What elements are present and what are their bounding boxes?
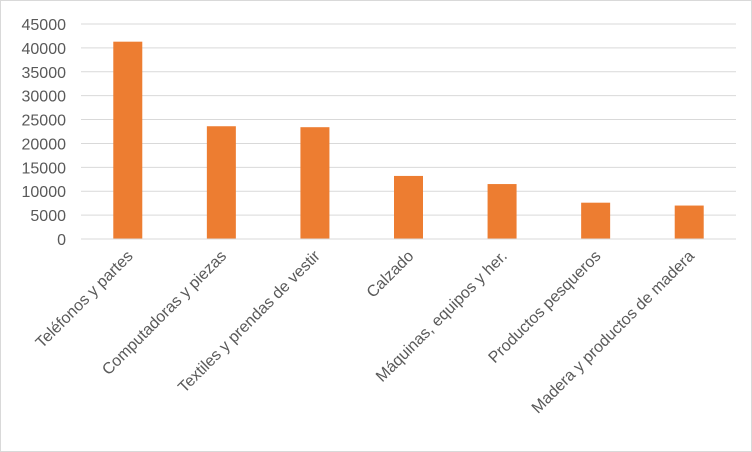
gridlines (81, 23, 736, 216)
y-tick-label: 10000 (22, 184, 67, 201)
y-tick-label: 20000 (22, 136, 67, 153)
x-category-label: Teléfonos y partes (33, 248, 137, 352)
bar (113, 41, 143, 239)
x-category-label: Madera y productos de madera (529, 248, 698, 417)
y-axis-ticks: 0 5000 10000 15000 20000 25000 30000 35000 40000… (22, 17, 67, 249)
bar (487, 184, 517, 239)
bar (581, 202, 611, 239)
y-tick-label: 40000 (22, 41, 67, 58)
y-tick-label: 25000 (22, 113, 67, 130)
y-tick-label: 35000 (22, 65, 67, 82)
y-tick-label: 30000 (22, 89, 67, 106)
bar (394, 175, 423, 239)
bar (206, 126, 236, 239)
bar (674, 205, 704, 239)
y-tick-label: 0 (57, 232, 66, 249)
y-tick-label: 5000 (30, 208, 66, 225)
x-category-label: Calzado (364, 248, 418, 302)
y-tick-label: 45000 (22, 17, 67, 34)
bars (113, 41, 704, 239)
y-tick-label: 15000 (22, 160, 67, 177)
bar (300, 127, 330, 239)
